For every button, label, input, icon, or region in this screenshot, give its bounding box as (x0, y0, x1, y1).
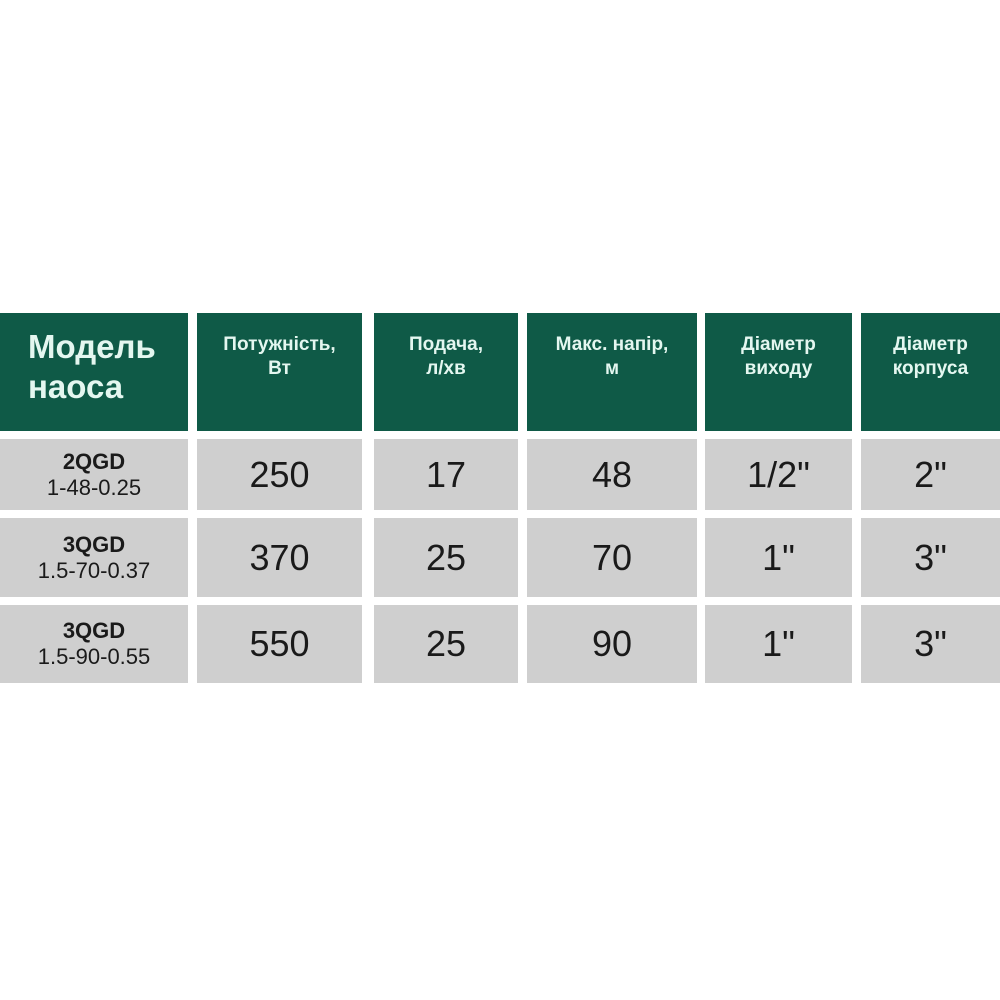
model-code: 1.5-70-0.37 (37, 557, 151, 583)
header-text: Діаметр (741, 334, 816, 355)
header-text: Діаметр (893, 334, 968, 355)
cell-body: 3" (861, 605, 1000, 683)
cell-outlet: 1/2" (705, 439, 852, 510)
header-text: корпуса (892, 358, 969, 379)
header-text: Вт (268, 358, 291, 379)
header-text: м (604, 358, 620, 379)
model-name: 3QGD (62, 618, 126, 643)
header-text: Модель (28, 328, 156, 365)
header-text: Потужність, (223, 334, 336, 355)
cell-power: 250 (197, 439, 362, 510)
header-body-diameter: Діаметр корпуса (861, 313, 1000, 431)
header-text: Макс. напір, (555, 334, 669, 355)
model-name: 2QGD (62, 448, 126, 474)
header-flow: Подача, л/хв (374, 313, 518, 431)
header-model: Модель наоса (0, 313, 188, 431)
cell-head: 70 (527, 518, 697, 597)
cell-body: 3" (861, 518, 1000, 597)
header-max-head: Макс. напір, м (527, 313, 697, 431)
cell-flow: 25 (374, 518, 518, 597)
cell-head: 48 (527, 439, 697, 510)
header-power: Потужність, Вт (197, 313, 362, 431)
cell-flow: 17 (374, 439, 518, 510)
cell-body: 2" (861, 439, 1000, 510)
header-text: виходу (744, 358, 813, 379)
cell-outlet: 1" (705, 605, 852, 683)
cell-outlet: 1" (705, 518, 852, 597)
model-code: 1.5-90-0.55 (37, 644, 151, 669)
header-outlet-diameter: Діаметр виходу (705, 313, 852, 431)
cell-model: 3QGD 1.5-90-0.55 (0, 605, 188, 683)
header-text: л/хв (426, 358, 466, 379)
cell-flow: 25 (374, 605, 518, 683)
header-text: Подача, (408, 334, 484, 355)
header-text: наоса (28, 368, 124, 405)
model-name: 3QGD (62, 531, 126, 557)
model-code: 1-48-0.25 (46, 474, 142, 500)
cell-model: 3QGD 1.5-70-0.37 (0, 518, 188, 597)
cell-power: 370 (197, 518, 362, 597)
cell-head: 90 (527, 605, 697, 683)
cell-power: 550 (197, 605, 362, 683)
cell-model: 2QGD 1-48-0.25 (0, 439, 188, 510)
